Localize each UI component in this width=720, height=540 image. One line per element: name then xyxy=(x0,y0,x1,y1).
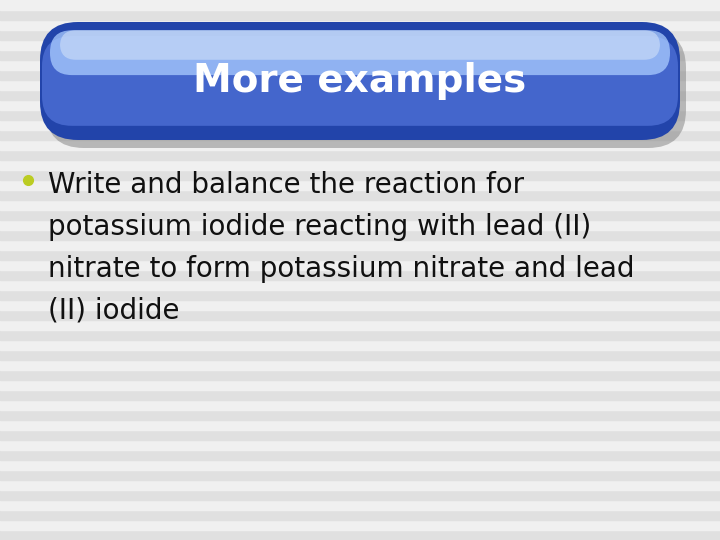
Bar xyxy=(0,30,720,40)
Bar xyxy=(0,270,720,280)
Bar xyxy=(0,440,720,450)
FancyBboxPatch shape xyxy=(50,30,670,75)
Bar xyxy=(0,180,720,190)
Bar xyxy=(0,280,720,290)
Bar xyxy=(0,530,720,540)
Bar xyxy=(0,250,720,260)
Bar xyxy=(0,200,720,210)
Bar xyxy=(0,380,720,390)
Text: More examples: More examples xyxy=(194,62,526,100)
Bar xyxy=(0,300,720,310)
Bar xyxy=(0,480,720,490)
Text: nitrate to form potassium nitrate and lead: nitrate to form potassium nitrate and le… xyxy=(48,255,634,283)
Bar xyxy=(0,0,720,10)
Bar xyxy=(0,10,720,20)
Bar xyxy=(0,490,720,500)
Bar xyxy=(0,290,720,300)
Bar xyxy=(0,320,720,330)
Bar xyxy=(0,220,720,230)
Bar xyxy=(0,430,720,440)
Bar xyxy=(0,170,720,180)
Bar xyxy=(0,110,720,120)
Bar xyxy=(0,140,720,150)
Bar xyxy=(0,350,720,360)
Bar xyxy=(0,150,720,160)
Bar xyxy=(0,230,720,240)
Bar xyxy=(0,40,720,50)
Bar xyxy=(0,130,720,140)
Bar xyxy=(0,80,720,90)
FancyBboxPatch shape xyxy=(42,36,678,126)
Bar xyxy=(0,190,720,200)
Bar xyxy=(0,410,720,420)
Text: potassium iodide reacting with lead (II): potassium iodide reacting with lead (II) xyxy=(48,213,591,241)
Text: (II) iodide: (II) iodide xyxy=(48,297,179,325)
Bar xyxy=(0,330,720,340)
Bar xyxy=(0,360,720,370)
Bar xyxy=(0,210,720,220)
Bar xyxy=(0,470,720,480)
Bar xyxy=(0,20,720,30)
Bar xyxy=(0,520,720,530)
Text: Write and balance the reaction for: Write and balance the reaction for xyxy=(48,171,524,199)
Bar xyxy=(0,70,720,80)
Bar xyxy=(0,450,720,460)
Bar xyxy=(0,60,720,70)
FancyBboxPatch shape xyxy=(46,30,686,148)
FancyBboxPatch shape xyxy=(60,30,660,60)
Bar xyxy=(0,420,720,430)
Bar xyxy=(0,340,720,350)
Bar xyxy=(0,390,720,400)
Bar xyxy=(0,370,720,380)
Bar xyxy=(0,100,720,110)
Bar xyxy=(0,400,720,410)
Bar xyxy=(0,120,720,130)
Bar xyxy=(0,90,720,100)
Bar xyxy=(0,310,720,320)
Bar xyxy=(0,460,720,470)
Bar xyxy=(0,240,720,250)
Bar xyxy=(0,510,720,520)
Bar xyxy=(0,500,720,510)
Bar xyxy=(0,260,720,270)
FancyBboxPatch shape xyxy=(40,22,680,140)
Bar xyxy=(0,50,720,60)
Bar xyxy=(0,160,720,170)
